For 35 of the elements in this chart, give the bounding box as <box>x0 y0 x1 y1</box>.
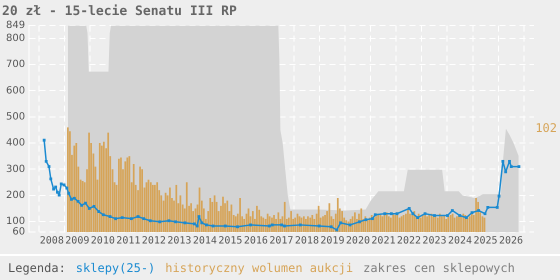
x-tick-label: 2016 <box>244 236 268 247</box>
x-tick-label: 2025 <box>473 236 498 247</box>
x-tick-label: 2021 <box>371 236 396 247</box>
x-tick-label: 2022 <box>396 236 422 247</box>
y-tick-label: 500 <box>6 111 26 122</box>
x-tick-label: 2012 <box>142 236 166 247</box>
text: zakres cen sklepowych <box>363 261 515 275</box>
x-tick-label: 2018 <box>294 236 319 247</box>
series-label: historyczny wolumen aukcji <box>165 261 354 275</box>
x-tick-label: 2017 <box>269 236 294 247</box>
y-tick-label: 300 <box>6 164 26 175</box>
x-tick-label: 2024 <box>448 236 472 247</box>
x-tick-label: 2023 <box>422 236 447 247</box>
text: 102 <box>535 120 557 135</box>
y-tick-label: 700 <box>6 59 26 70</box>
x-tick-label: 2010 <box>90 236 115 247</box>
x-tick-label: 2026 <box>498 236 524 247</box>
x-tick-label: 2013 <box>167 236 192 247</box>
y-tick-label: 200 <box>6 190 26 201</box>
legend-title: Legenda: <box>8 261 66 275</box>
y-tick-label: 60 <box>12 226 26 238</box>
x-tick-label: 2014 <box>192 236 217 247</box>
y-tick-label: 849 <box>6 20 26 32</box>
y-tick-label: 400 <box>6 138 26 149</box>
y-tick-label: 800 <box>6 33 26 44</box>
x-tick-label: 2015 <box>218 236 242 247</box>
y-tick-label: 100 <box>6 216 26 228</box>
chart-title: 20 zł - 15-lecie Senatu III RP <box>2 4 237 20</box>
x-tick-label: 2019 <box>320 236 344 247</box>
x-tick-label: 2020 <box>346 236 370 247</box>
x-tick-label: 2009 <box>65 236 90 247</box>
text: sklepy(25-) <box>76 261 156 275</box>
x-tick-label: 2008 <box>40 236 64 247</box>
y-tick-label: 600 <box>6 85 26 96</box>
x-tick-label: 2011 <box>116 236 140 247</box>
